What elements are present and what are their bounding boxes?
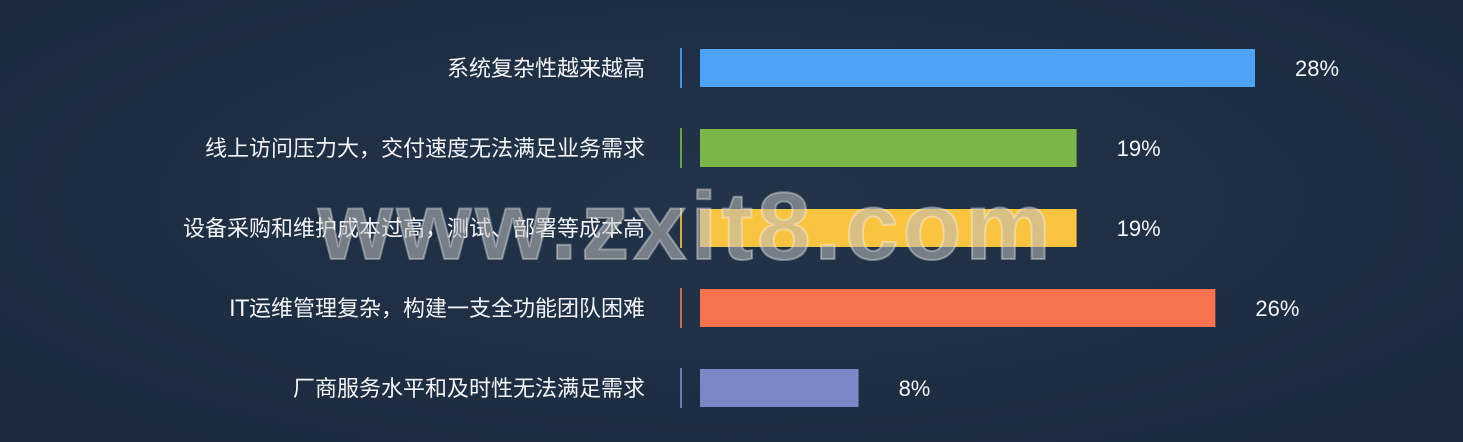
- value-label: 28%: [1295, 56, 1339, 81]
- value-label: 19%: [1117, 136, 1161, 161]
- bar-tick-marker: [680, 288, 682, 328]
- value-label: 26%: [1255, 296, 1299, 321]
- bar-0: [700, 49, 1255, 87]
- value-label: 8%: [899, 376, 931, 401]
- value-label: 19%: [1117, 216, 1161, 241]
- category-label: 设备采购和维护成本过高，测试、部署等成本高: [183, 217, 645, 242]
- category-label: 系统复杂性越来越高: [447, 57, 645, 82]
- bar-1: [700, 129, 1077, 167]
- bar-tick-marker: [680, 128, 682, 168]
- bar-2: [700, 209, 1077, 247]
- category-label: IT运维管理复杂，构建一支全功能团队困难: [229, 297, 645, 322]
- bar-4: [700, 369, 859, 407]
- category-label: 厂商服务水平和及时性无法满足需求: [293, 377, 645, 402]
- category-label: 线上访问压力大，交付速度无法满足业务需求: [205, 137, 645, 162]
- bar-tick-marker: [680, 208, 682, 248]
- bar-tick-marker: [680, 368, 682, 408]
- bar-tick-marker: [680, 48, 682, 88]
- bar-3: [700, 289, 1216, 327]
